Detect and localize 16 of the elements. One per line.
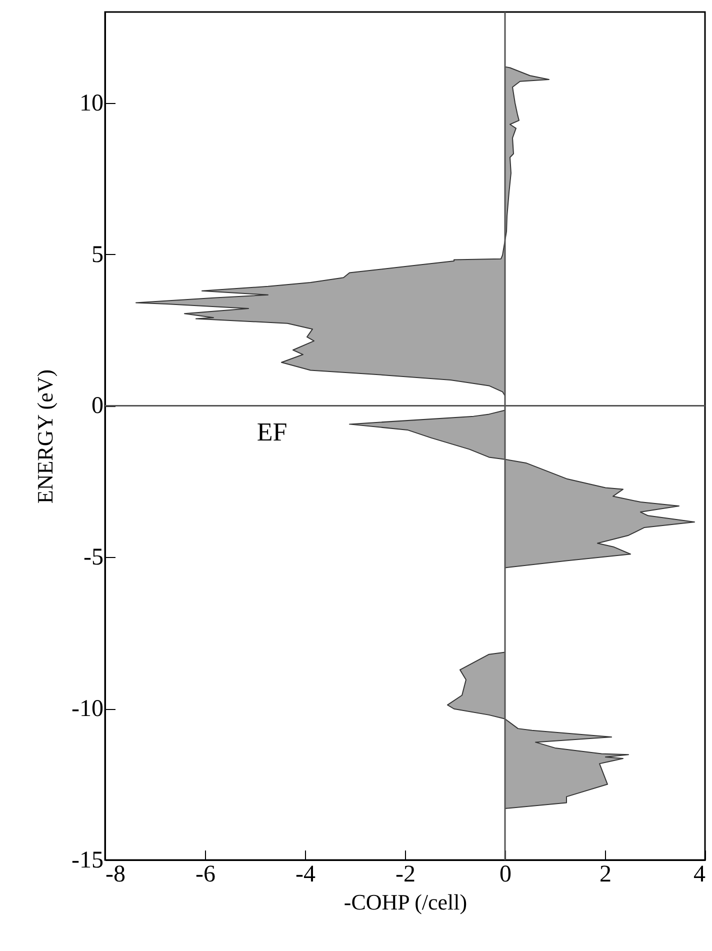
x-tick-label: -2 (396, 862, 416, 888)
y-tick-label: -10 (72, 696, 104, 722)
x-tick-label: 4 (694, 862, 706, 888)
y-tick-label: 0 (92, 393, 104, 420)
x-tick-label: -4 (296, 862, 316, 888)
x-tick-label: -6 (196, 862, 216, 888)
x-tick-label: -8 (106, 862, 126, 888)
x-axis-title: -COHP (/cell) (344, 890, 468, 914)
ref-line-label: EF (256, 418, 288, 447)
y-tick-label: -15 (72, 848, 104, 874)
x-tick-label: 2 (600, 862, 612, 888)
y-axis-title: ENERGY (eV) (32, 369, 58, 504)
y-tick-label: 5 (92, 242, 104, 268)
y-tick-label: -5 (84, 544, 104, 571)
y-tick-label: 10 (80, 90, 104, 116)
x-tick-label: 0 (500, 862, 512, 888)
